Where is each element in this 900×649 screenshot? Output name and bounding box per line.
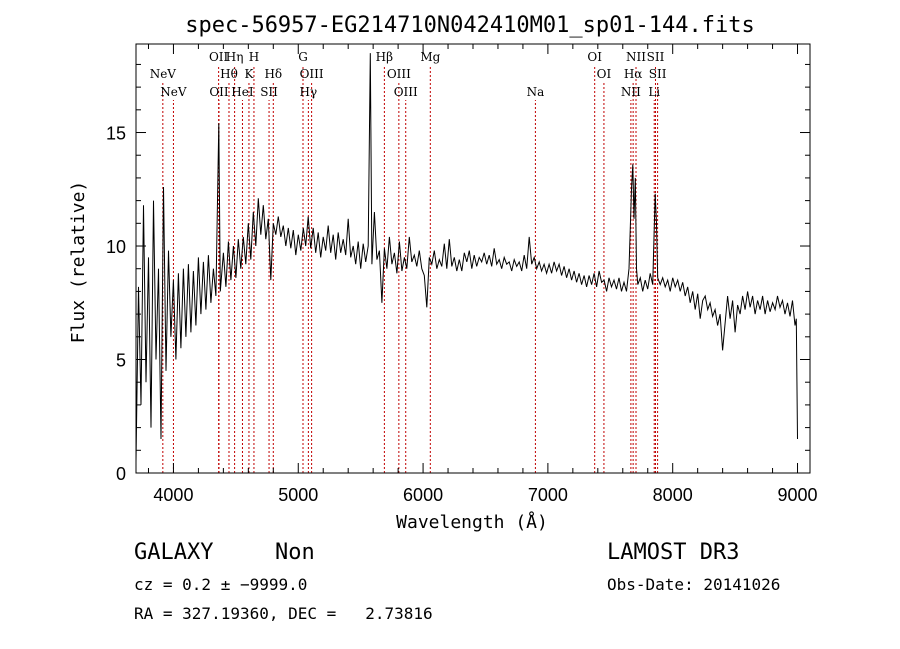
emission-line-label: OIII [300,67,324,81]
x-tick-label: 4000 [153,485,193,505]
y-tick-label: 15 [106,124,126,144]
emission-line-label: NeV [150,67,177,81]
x-tick-label: 7000 [528,485,568,505]
axes: 4000 5000 6000 7000 8000 9000 0 5 10 15 [106,44,818,505]
redshift-label: cz = 0.2 ± −9999.0 [134,575,308,594]
x-axis-label: Wavelength (Å) [396,511,548,533]
survey-label: LAMOST DR3 [607,540,740,565]
chart-title: spec-56957-EG214710N042410M01_sp01-144.f… [185,13,755,38]
emission-line-label: Hδ [264,67,282,81]
emission-line-label: NeV [160,85,187,99]
emission-line-label: HeI [231,85,254,99]
emission-line-markers [162,65,659,473]
emission-line-labels: NeVNeVOIIOIIHηHθHKHeIHδSIIGOIIIHγHβOIIIO… [150,50,667,99]
x-tick-label: 8000 [653,485,693,505]
y-axis-label: Flux (relative) [68,181,89,344]
x-tick-label: 9000 [777,485,817,505]
obs-date-label: Obs-Date: 20141026 [607,575,781,594]
coordinates-label: RA = 327.19360, DEC = 2.73816 [134,604,433,623]
emission-line-label: SII [647,50,665,64]
emission-line-label: Hη [226,50,244,64]
subclass-label: Non [275,540,315,565]
x-tick-label: 6000 [403,485,443,505]
emission-line-label: OII [209,50,229,64]
emission-line-label: OI [597,67,612,81]
emission-line-label: Mg [420,50,440,64]
emission-line-label: OIII [394,85,418,99]
emission-line-label: H [249,50,259,64]
emission-line-label: NII [626,50,646,64]
y-tick-label: 5 [116,351,126,371]
emission-line-label: Hβ [376,50,393,64]
y-tick-label: 0 [116,464,126,484]
emission-line-label: SII [649,67,667,81]
emission-line-label: Hγ [300,85,318,99]
spectrum-line [135,53,798,462]
x-tick-label: 5000 [278,485,318,505]
emission-line-label: G [298,50,308,64]
emission-line-label: Hθ [220,67,238,81]
emission-line-label: K [244,67,254,81]
emission-line-label: NII [621,85,641,99]
emission-line-label: OIII [387,67,411,81]
emission-line-label: Li [648,85,660,99]
class-label: GALAXY [134,540,214,565]
y-tick-label: 10 [106,237,126,257]
emission-line-label: OI [587,50,602,64]
emission-line-label: SII [260,85,278,99]
emission-line-label: Na [527,85,545,99]
emission-line-label: OII [209,85,229,99]
emission-line-label: Hα [624,67,643,81]
